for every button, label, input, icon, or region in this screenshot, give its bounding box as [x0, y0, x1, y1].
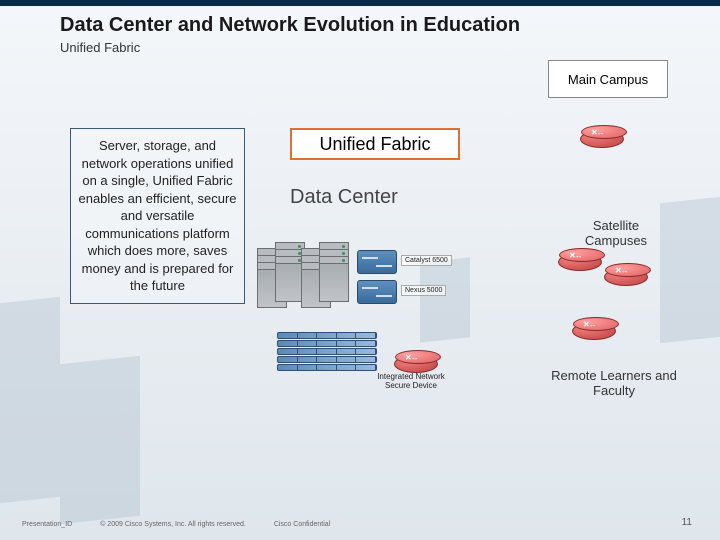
remote-router: ✕↔: [572, 322, 616, 348]
footer-id: Presentation_ID: [22, 521, 72, 528]
page-title: Data Center and Network Evolution in Edu…: [60, 14, 520, 37]
main-campus-label: Main Campus: [568, 72, 648, 87]
page-subtitle: Unified Fabric: [60, 40, 140, 55]
top-bar: [0, 0, 720, 6]
footer: Presentation_ID © 2009 Cisco Systems, In…: [22, 521, 698, 528]
bg-shape: [660, 197, 720, 343]
bg-shape: [0, 297, 60, 503]
ins-router: ✕↔: [394, 355, 438, 381]
storage-array: [277, 332, 377, 380]
bg-shape: [60, 356, 140, 524]
unified-fabric-badge: Unified Fabric: [290, 128, 460, 160]
satellite-campuses-label: Satellite Campuses: [566, 218, 666, 248]
satellite-router-b: ✕↔: [604, 268, 648, 294]
data-center-label: Data Center: [290, 186, 398, 209]
server-rack: [319, 242, 349, 302]
switch-catalyst: [357, 250, 397, 274]
footer-confidential: Cisco Confidential: [274, 521, 330, 528]
switch-nexus-label: Nexus 5000: [401, 285, 446, 296]
main-campus-router: ✕↔: [580, 130, 624, 156]
page-number: 11: [682, 517, 692, 528]
remote-learners-label: Remote Learners and Faculty: [544, 368, 684, 398]
switch-catalyst-label: Catalyst 6500: [401, 255, 452, 266]
satellite-router-a: ✕↔: [558, 253, 602, 279]
unified-fabric-text: Unified Fabric: [319, 134, 430, 155]
footer-copyright: © 2009 Cisco Systems, Inc. All rights re…: [100, 521, 246, 528]
data-center-region: Catalyst 6500 Nexus 5000 Integrated Netw…: [257, 220, 472, 400]
main-campus-box: Main Campus: [548, 60, 668, 98]
switch-nexus: [357, 280, 397, 304]
description-box: Server, storage, and network operations …: [70, 128, 245, 304]
